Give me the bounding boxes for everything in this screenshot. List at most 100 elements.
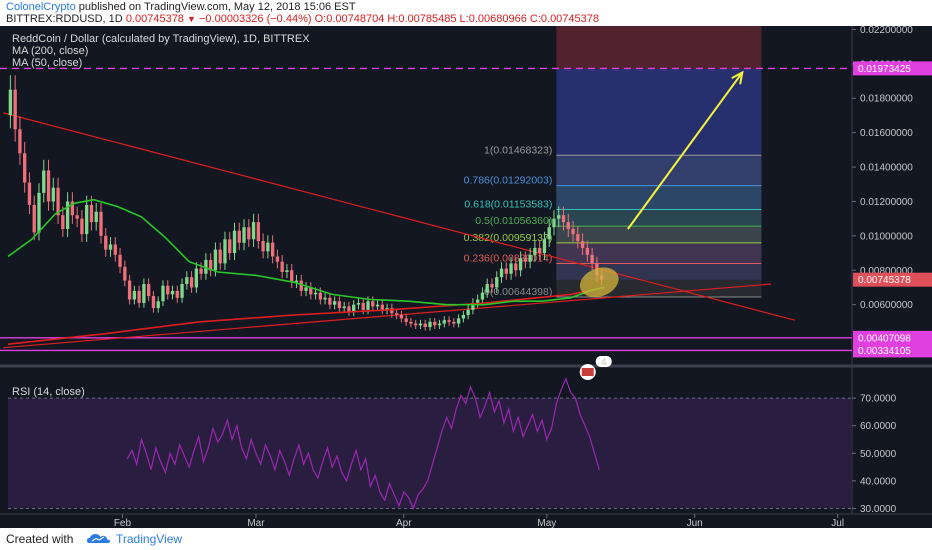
candle[interactable] [385,308,389,310]
candle[interactable] [27,182,32,205]
candle[interactable] [223,239,227,264]
rsi-pane[interactable]: 30.0000 40.0000 50.0000 60.0000 70.0000 [8,377,897,515]
candle[interactable] [323,297,327,300]
candle[interactable] [318,292,322,300]
candle[interactable] [70,201,75,216]
candle[interactable] [266,242,270,252]
candle[interactable] [442,320,446,324]
candle[interactable] [94,211,98,223]
candle[interactable] [80,218,84,235]
candle[interactable] [275,256,280,262]
candle[interactable] [299,280,303,291]
candle[interactable] [261,241,265,252]
candle[interactable] [490,284,494,288]
candle[interactable] [228,239,232,254]
candle[interactable] [8,89,13,116]
candle[interactable] [166,285,170,295]
candle[interactable] [113,244,117,255]
candle[interactable] [85,204,89,235]
candle[interactable] [123,266,127,281]
candle[interactable] [304,287,308,291]
candle[interactable] [471,302,475,310]
candle[interactable] [380,304,384,310]
candle[interactable] [290,270,294,283]
candle[interactable] [313,292,318,295]
candle[interactable] [375,304,380,307]
candle[interactable] [285,270,289,272]
candle[interactable] [347,306,351,312]
candle[interactable] [495,277,499,288]
candle[interactable] [175,290,179,298]
candle[interactable] [161,285,165,302]
candle[interactable] [151,296,156,309]
candle[interactable] [542,239,547,254]
candle[interactable] [118,254,122,267]
candle[interactable] [576,234,580,242]
candle[interactable] [132,290,137,300]
candle[interactable] [428,321,432,328]
candle[interactable] [418,323,423,326]
candle[interactable] [590,254,594,264]
candle[interactable] [399,314,404,319]
candle[interactable] [461,314,466,319]
candle[interactable] [552,218,556,228]
candle[interactable] [514,263,518,271]
candle[interactable] [437,323,442,326]
candle[interactable] [361,302,365,310]
candle[interactable] [523,258,528,262]
candle[interactable] [371,301,375,307]
candle[interactable] [232,230,237,254]
candle[interactable] [218,249,222,264]
candle[interactable] [146,284,151,297]
candle[interactable] [137,290,141,303]
rsi-line[interactable] [126,377,600,511]
candle[interactable] [328,297,332,305]
candle[interactable] [476,299,480,303]
candle[interactable] [528,254,532,262]
ma200-line[interactable] [7,286,605,345]
candle[interactable] [89,204,94,223]
ma50-line[interactable] [7,198,605,306]
candle[interactable] [51,187,55,202]
price-pane[interactable]: 0.00600000 0.00800000 0.01000000 0.01200000… [0,26,932,528]
candle[interactable] [170,290,175,295]
candle[interactable] [156,301,160,309]
candle[interactable] [61,215,65,229]
candle[interactable] [547,227,551,240]
candle[interactable] [499,268,504,278]
candle[interactable] [213,249,218,271]
candle[interactable] [23,153,27,183]
candle[interactable] [13,89,17,130]
candle[interactable] [127,280,132,300]
candle[interactable] [404,318,408,322]
candle[interactable] [452,321,456,324]
candle[interactable] [394,313,399,315]
candle[interactable] [485,284,489,293]
candle[interactable] [185,277,189,285]
candle[interactable] [480,292,485,300]
candle[interactable] [251,222,256,240]
tradingview-brand[interactable]: TradingView [116,532,183,546]
candle[interactable] [585,247,590,255]
candle[interactable] [46,170,51,202]
candle[interactable] [557,215,561,219]
candle[interactable] [571,228,575,235]
candle[interactable] [342,306,346,309]
candle[interactable] [37,192,41,233]
candle[interactable] [280,261,284,272]
candle[interactable] [180,284,184,298]
candle[interactable] [366,301,370,310]
candle[interactable] [309,287,313,295]
candle[interactable] [42,170,46,193]
candle[interactable] [256,222,261,242]
candle[interactable] [142,284,146,303]
candle[interactable] [447,320,451,322]
candle[interactable] [189,277,194,288]
candle[interactable] [337,301,342,309]
candle[interactable] [356,302,361,305]
candle[interactable] [456,318,461,324]
candle[interactable] [566,222,570,229]
trendline[interactable] [3,283,771,349]
candle[interactable] [208,259,213,271]
candle[interactable] [423,323,427,328]
